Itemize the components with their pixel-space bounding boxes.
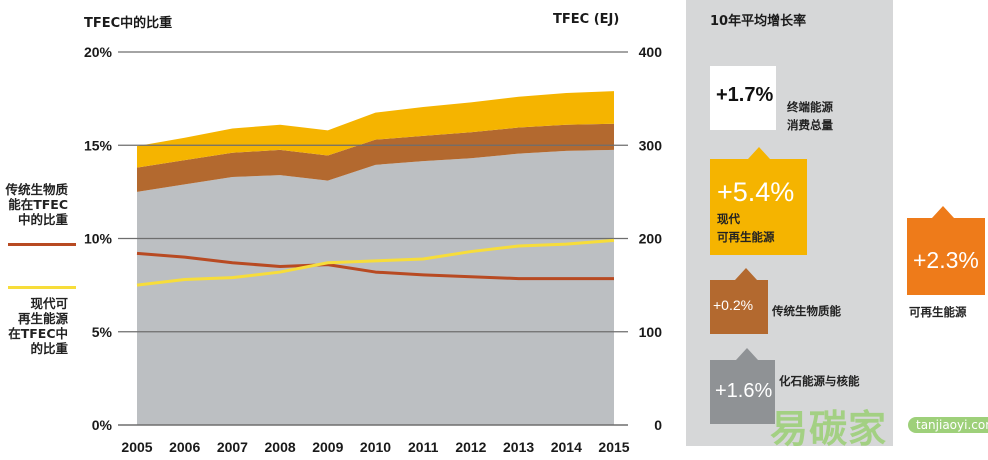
x-tick-label: 2010 — [360, 439, 391, 455]
growth-caret-renewables — [932, 206, 954, 218]
right-tick-label: 300 — [639, 137, 663, 153]
area-modern-renewables — [137, 91, 614, 168]
x-tick-label: 2009 — [312, 439, 343, 455]
left-tick-label: 0% — [92, 417, 113, 433]
growth-label-fossil: 化石能源与核能 — [779, 374, 860, 388]
growth-value-traditional: +0.2% — [713, 297, 754, 313]
growth-label-traditional: 传统生物质能 — [772, 304, 841, 318]
share-lines — [136, 238, 615, 287]
line-traditional-share — [136, 251, 614, 281]
growth-box-tfec: +1.7% — [710, 66, 776, 130]
x-tick-label: 2015 — [598, 439, 629, 455]
growth-value-fossil: +1.6% — [715, 380, 773, 402]
x-tick-label: 2012 — [455, 439, 486, 455]
right-axis-title: TFEC (EJ) — [553, 12, 620, 27]
left-tick-label: 10% — [84, 231, 113, 247]
x-tick-label: 2008 — [265, 439, 296, 455]
right-tick-label: 100 — [639, 324, 663, 340]
area-traditional-biomass — [137, 123, 614, 192]
legend-traditional-share: 传统生物质 能在TFEC 中的比重 — [5, 182, 68, 227]
left-tick-label: 5% — [92, 324, 113, 340]
growth-caret-fossil — [736, 348, 758, 360]
x-tick-label: 2006 — [169, 439, 200, 455]
left-tick-label: 20% — [84, 44, 113, 60]
x-tick-label: 2007 — [217, 439, 248, 455]
growth-box-traditional: +0.2% — [710, 280, 768, 334]
growth-label-modern: 现代 可再生能源 — [717, 212, 775, 244]
right-tick-label: 0 — [654, 417, 662, 433]
growth-caret-traditional — [735, 268, 757, 280]
left-axis-ticks: 0% 5% 10% 15% 20% — [84, 44, 113, 433]
left-tick-label: 15% — [84, 137, 113, 153]
growth-box-modern: +5.4% — [710, 159, 807, 255]
growth-box-renewables: +2.3% — [907, 218, 985, 295]
growth-value-modern: +5.4% — [717, 177, 795, 207]
x-tick-label: 2013 — [503, 439, 534, 455]
growth-label-renewables: 可再生能源 — [909, 305, 967, 319]
growth-panel-title: 10年平均增长率 — [710, 14, 807, 29]
right-tick-label: 400 — [639, 44, 663, 60]
right-axis-ticks: 0 100 200 300 400 — [639, 44, 663, 433]
growth-caret-modern — [748, 147, 770, 159]
legend-modern-share: 现代可 再生能源 在TFEC中 的比重 — [8, 296, 68, 356]
legend-modern-line — [8, 286, 76, 289]
x-tick-label: 2014 — [551, 439, 582, 455]
watermark-url: tanjiaoyi.com — [908, 417, 988, 433]
line-modern-share — [136, 238, 615, 287]
growth-box-fossil: +1.6% — [710, 360, 775, 424]
right-tick-label: 200 — [639, 231, 663, 247]
area-fossil-nuclear — [137, 149, 614, 425]
x-tick-label: 2005 — [121, 439, 152, 455]
left-axis-title: TFEC中的比重 — [84, 16, 173, 31]
gridlines — [118, 51, 628, 426]
growth-value-tfec: +1.7% — [716, 84, 774, 106]
legend-traditional-line — [8, 243, 76, 246]
growth-value-renewables: +2.3% — [913, 247, 979, 273]
x-axis-ticks: 2005 2006 2007 2008 2009 2010 2011 2012 2013 2014… — [121, 439, 629, 455]
stacked-areas — [137, 91, 614, 425]
growth-label-tfec: 终端能源 消费总量 — [787, 100, 833, 132]
x-tick-label: 2011 — [408, 439, 439, 455]
watermark-logo: 易碳家 — [770, 407, 888, 451]
